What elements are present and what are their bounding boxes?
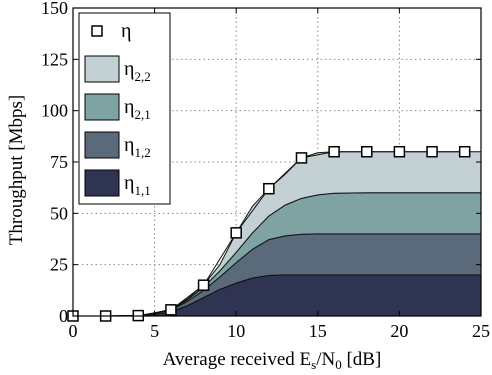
- eta-marker: [426, 145, 438, 158]
- legend-label-sub: 2,2: [134, 69, 150, 84]
- x-label-tail: [dB]: [342, 349, 382, 370]
- legend-label-1-2: η1,2: [124, 134, 151, 160]
- x-tick-label: 15: [309, 321, 327, 341]
- y-tick-label: 50: [50, 203, 68, 223]
- legend-label-sub: 1,2: [134, 145, 150, 160]
- legend-label-symbol: η: [124, 134, 134, 156]
- legend: ηη2,2η2,1η1,2η1,1: [78, 12, 171, 205]
- y-tick-label: 25: [50, 255, 68, 275]
- x-label-sub: s: [311, 357, 316, 372]
- y-tick-label: 75: [50, 152, 68, 172]
- legend-swatch-1-1: [84, 169, 120, 197]
- x-label-sub: 0: [335, 357, 342, 372]
- legend-label-sub: 1,1: [134, 183, 150, 198]
- legend-eta-marker: [91, 25, 103, 37]
- x-label-main: Average received E: [163, 349, 311, 370]
- legend-swatch-2-2: [84, 55, 120, 83]
- legend-label-1-1: η1,1: [124, 172, 151, 198]
- y-tick-label: 100: [41, 101, 68, 121]
- legend-label-symbol: η: [124, 96, 134, 118]
- eta-marker: [165, 304, 177, 316]
- legend-eta-label: η: [121, 20, 131, 42]
- legend-label-sub: 2,1: [134, 107, 150, 122]
- y-tick-label: 150: [41, 0, 68, 18]
- legend-swatch-1-2: [84, 131, 120, 159]
- x-label-mid: /N: [316, 349, 335, 370]
- eta-marker: [230, 227, 242, 239]
- x-tick-label: 25: [472, 321, 490, 341]
- eta-marker: [295, 152, 308, 164]
- eta-marker: [328, 145, 340, 158]
- legend-label-2-1: η2,1: [124, 96, 151, 122]
- x-tick-label: 20: [390, 321, 408, 341]
- x-tick-label: 10: [227, 321, 245, 341]
- y-axis-label: Throughput [Mbps]: [6, 95, 27, 245]
- y-tick-label: 125: [41, 49, 68, 69]
- legend-label-2-2: η2,2: [124, 58, 151, 84]
- y-tick-label: 0: [59, 306, 68, 326]
- eta-marker: [361, 145, 373, 158]
- eta-marker: [197, 279, 210, 291]
- x-tick-label: 5: [150, 321, 159, 341]
- legend-swatch-2-1: [84, 93, 120, 121]
- legend-label-symbol: η: [124, 58, 134, 80]
- eta-marker: [393, 145, 406, 158]
- eta-marker: [458, 145, 471, 158]
- x-axis-label: Average received Es/N0 [dB]: [163, 349, 382, 372]
- eta-marker: [263, 182, 275, 195]
- x-tick-label: 0: [69, 321, 78, 341]
- axes: 0 5 10 15 20 25 0 25 50 75 100 125 150: [41, 0, 490, 341]
- legend-label-symbol: η: [124, 172, 134, 194]
